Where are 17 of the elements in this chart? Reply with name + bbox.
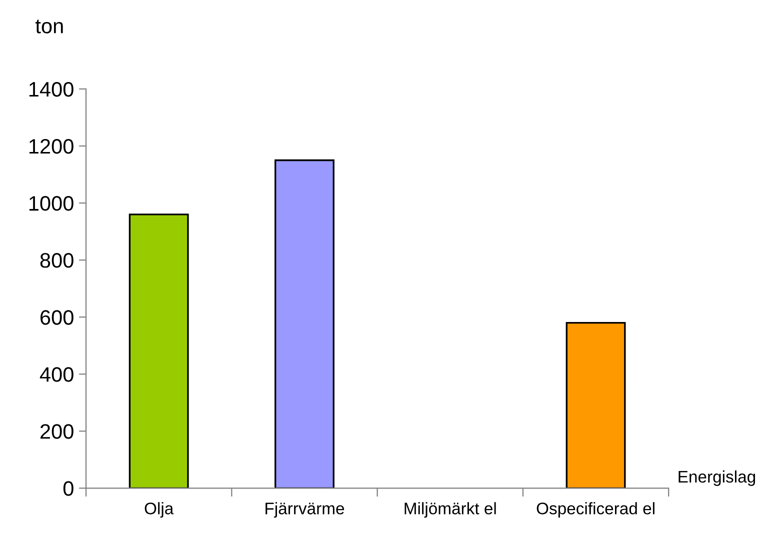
y-axis-title: ton xyxy=(36,20,63,34)
y-tick-label: 800 xyxy=(40,253,74,268)
y-tick-label: 0 xyxy=(63,481,74,496)
x-tick-label: Ospecificerad el xyxy=(536,502,654,518)
y-tick-label: 200 xyxy=(40,424,74,439)
y-tick-label: 600 xyxy=(40,310,74,325)
x-tick-label: Fjärrvärme xyxy=(266,502,344,518)
x-axis-title: Energislag xyxy=(678,470,756,486)
x-tick-label: Olja xyxy=(144,502,174,518)
y-tick-label: 400 xyxy=(40,367,74,382)
x-tick-label: Miljömärkt el xyxy=(404,502,496,518)
y-tick-label: 1000 xyxy=(29,196,74,211)
bar xyxy=(566,322,626,488)
bar xyxy=(274,159,334,488)
y-tick-label: 1400 xyxy=(29,82,74,97)
bar xyxy=(128,214,189,488)
y-tick-label: 1200 xyxy=(29,138,74,154)
